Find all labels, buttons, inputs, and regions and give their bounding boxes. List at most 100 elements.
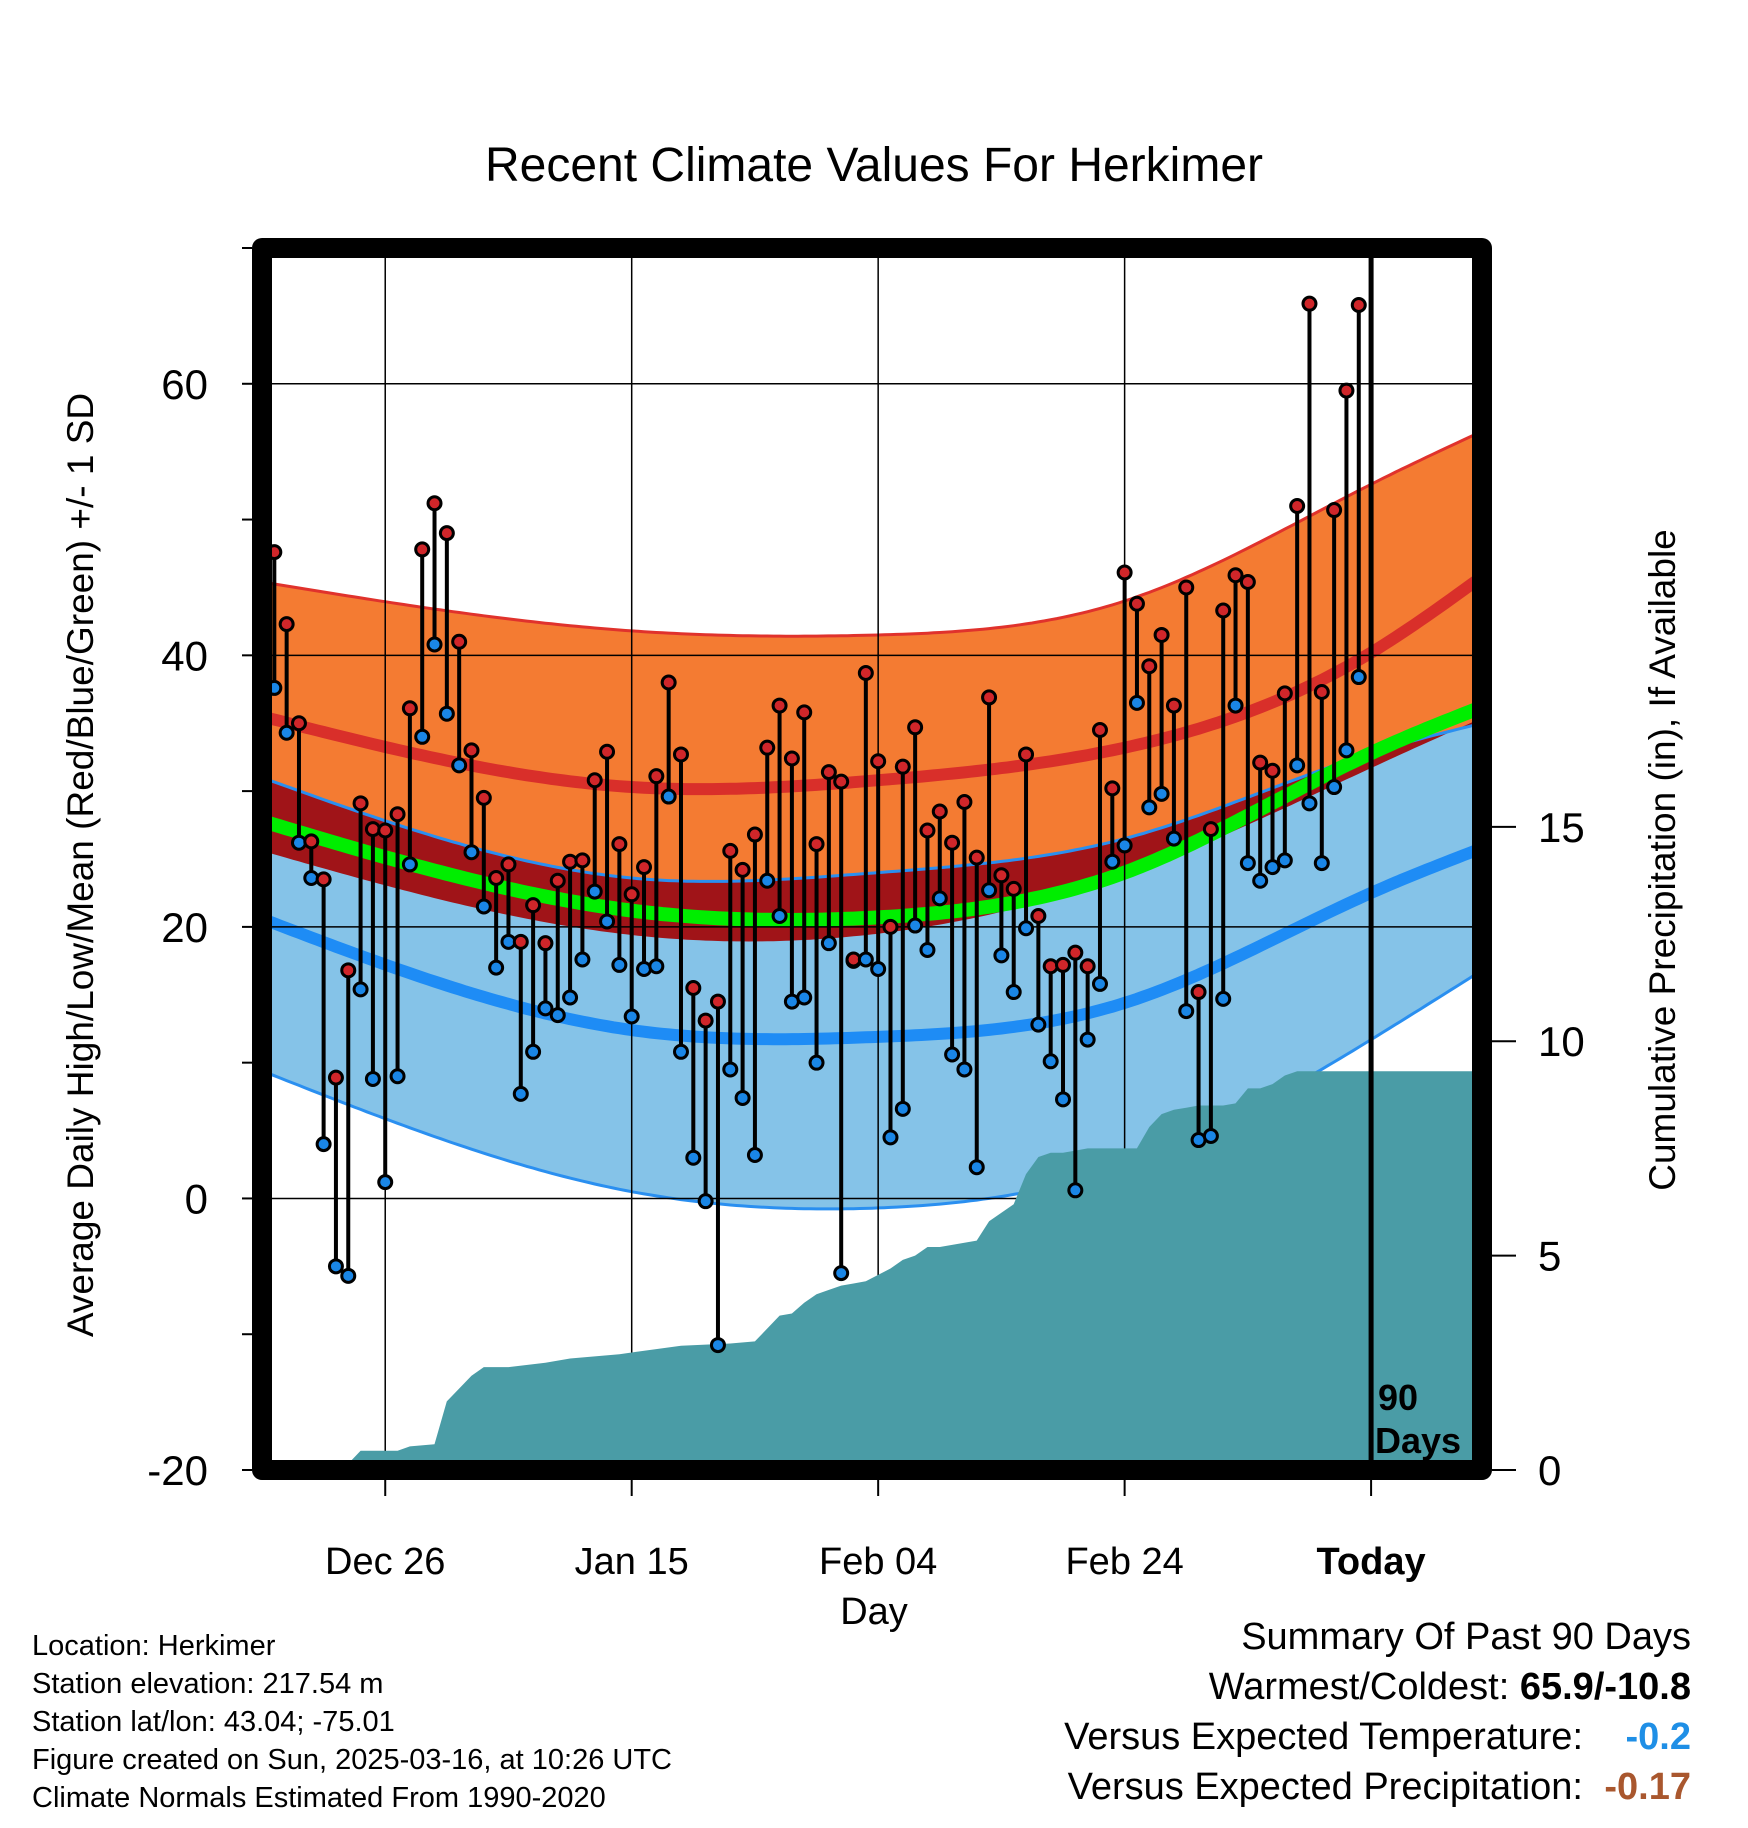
high-temp-point <box>636 859 653 876</box>
high-temp-point <box>722 842 739 859</box>
high-temp-point <box>475 789 492 806</box>
y-axis-label: Average Daily High/Low/Mean (Red/Blue/Gr… <box>60 393 101 1337</box>
normal-mean-line <box>262 700 1482 927</box>
low-temp-point <box>1116 837 1133 854</box>
low-temp-point <box>981 882 998 899</box>
low-temp-point <box>672 1043 689 1060</box>
low-temp-point <box>1091 975 1108 992</box>
x-tick-label: Feb 24 <box>1065 1541 1183 1583</box>
low-temp-point <box>1215 990 1232 1007</box>
low-plus-sd-edge <box>262 721 1482 883</box>
summary-warmest-coldest: Warmest/Coldest: 65.9/-10.8 <box>1209 1666 1691 1709</box>
high-temp-point <box>451 633 468 650</box>
high-temp-point <box>857 664 874 681</box>
y-tick-label: 20 <box>161 904 208 951</box>
low-temp-point <box>833 1265 850 1282</box>
high-temp-point <box>426 495 443 512</box>
high-temp-point <box>1338 382 1355 399</box>
high-temp-point <box>759 739 776 756</box>
low-temp-point <box>623 1008 640 1025</box>
low-temp-point <box>1289 757 1306 774</box>
y2-axis-label: Cumulative Precipitation (in), If Availa… <box>1642 529 1683 1191</box>
high-temp-point <box>315 871 332 888</box>
low-temp-point <box>746 1146 763 1163</box>
high-temp-point <box>438 525 455 542</box>
high-temp-point <box>1079 958 1096 975</box>
low-temp-point <box>1252 872 1269 889</box>
high-temp-point <box>599 743 616 760</box>
high-temp-point <box>1153 626 1170 643</box>
high-temp-point <box>1178 579 1195 596</box>
summary-versus-precipitation-label: Versus Expected Precipitation: <box>1067 1766 1583 1808</box>
high-temp-point <box>968 849 985 866</box>
low-temp-point <box>586 883 603 900</box>
low-temp-point <box>1165 830 1182 847</box>
low-temp-point <box>426 636 443 653</box>
low-temp-point <box>352 981 369 998</box>
y2-tick-label: 10 <box>1538 1018 1585 1065</box>
high-temp-point <box>414 541 431 558</box>
low-temp-point <box>327 1258 344 1275</box>
low-temp-point <box>993 947 1010 964</box>
high-temp-point <box>488 870 505 887</box>
high-temp-point <box>709 993 726 1010</box>
low-temp-point <box>599 913 616 930</box>
high-temp-point <box>1091 722 1108 739</box>
low-temp-point <box>488 959 505 976</box>
low-temp-point <box>857 951 874 968</box>
overlap-band <box>262 717 1482 942</box>
low-temp-point <box>562 989 579 1006</box>
summary-versus-precipitation-value: -0.17 <box>1604 1766 1691 1808</box>
x-tick-label: Dec 26 <box>325 1541 445 1583</box>
high-temp-point <box>771 697 788 714</box>
high-temp-point <box>611 836 628 853</box>
high-temp-point <box>1067 944 1084 961</box>
low-temp-point <box>1141 799 1158 816</box>
cumulative-precip-area <box>262 1071 1482 1470</box>
low-temp-point <box>1178 1003 1195 1020</box>
high-temp-point <box>746 826 763 843</box>
high-normal-band <box>262 431 1482 942</box>
low-temp-point <box>1239 855 1256 872</box>
low-temp-point <box>1326 779 1343 796</box>
low-temp-point <box>1042 1053 1059 1070</box>
high-temp-point <box>1239 574 1256 591</box>
low-temp-point <box>1030 1016 1047 1033</box>
y-tick-label: 0 <box>185 1175 208 1222</box>
low-temp-point <box>1350 669 1367 686</box>
x-tick-label: Feb 04 <box>819 1541 937 1583</box>
high-temp-point <box>981 689 998 706</box>
high-temp-point <box>1215 602 1232 619</box>
high-temp-point <box>1104 780 1121 797</box>
today-label-line2: Days <box>1375 1420 1461 1461</box>
low-temp-point <box>364 1070 381 1087</box>
low-temp-point <box>1055 1091 1072 1108</box>
low-temp-point <box>463 844 480 861</box>
high-temp-point <box>500 856 517 873</box>
low-temp-point <box>697 1193 714 1210</box>
high-temp-point <box>623 886 640 903</box>
low-temp-point <box>956 1061 973 1078</box>
low-temp-point <box>1313 855 1330 872</box>
low-temp-point <box>1067 1182 1084 1199</box>
high-temp-point <box>1301 295 1318 312</box>
low-temp-point <box>1104 853 1121 870</box>
footer-location: Location: Herkimer <box>32 1630 276 1662</box>
low-temp-point <box>907 917 924 934</box>
low-temp-point <box>820 935 837 952</box>
high-temp-point <box>833 773 850 790</box>
low-temp-point <box>1153 785 1170 802</box>
high-temp-point <box>1116 564 1133 581</box>
high-temp-point <box>512 933 529 950</box>
low-temp-point <box>340 1267 357 1284</box>
low-temp-point <box>882 1129 899 1146</box>
high-temp-point <box>574 852 591 869</box>
high-plus-sd-edge <box>262 429 1482 638</box>
high-temp-point <box>1252 754 1269 771</box>
summary-versus-temperature-value: -0.2 <box>1625 1716 1691 1758</box>
low-temp-point <box>278 724 295 741</box>
high-temp-point <box>894 758 911 775</box>
low-temp-point <box>796 989 813 1006</box>
low-temp-point <box>1018 920 1035 937</box>
